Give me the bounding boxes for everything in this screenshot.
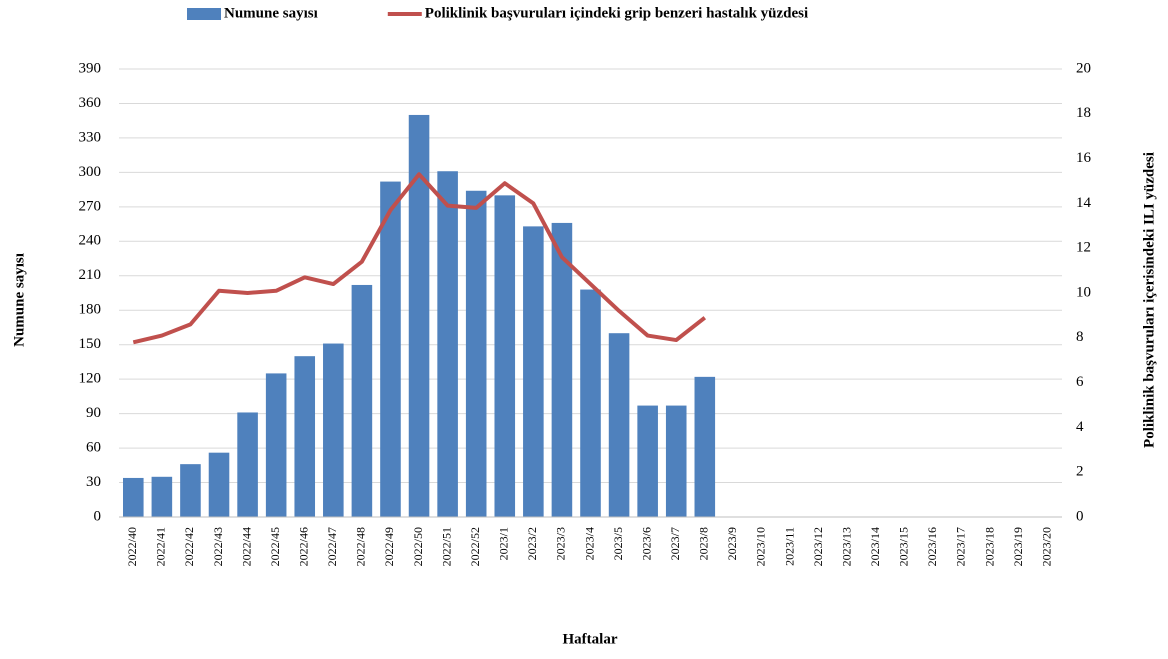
y-tick-label: 270 — [79, 198, 102, 214]
y2-tick-label: 20 — [1076, 60, 1091, 76]
x-tick-label: 2023/10 — [754, 527, 768, 566]
bar — [437, 171, 458, 517]
x-tick-label: 2023/6 — [639, 527, 653, 560]
bar — [180, 464, 201, 517]
bar — [294, 356, 316, 517]
x-tick-label: 2023/15 — [897, 527, 911, 566]
bar — [465, 190, 487, 517]
x-tick-label: 2022/52 — [468, 527, 482, 566]
x-tick-label: 2023/18 — [982, 527, 996, 566]
x-tick-label: 2023/16 — [925, 527, 939, 566]
x-tick-label: 2023/3 — [554, 527, 568, 560]
line — [132, 172, 707, 345]
bar — [123, 477, 144, 517]
x-tick-label: 2023/8 — [697, 527, 711, 560]
legend-label: Numune sayısı — [224, 5, 318, 21]
y-tick-label: 330 — [79, 129, 102, 145]
x-tick-label: 2022/46 — [296, 527, 310, 566]
y-tick-label: 120 — [79, 371, 102, 387]
x-tick-label: 2022/44 — [239, 527, 253, 566]
y-tick-label: 150 — [79, 336, 102, 352]
x-tick-label: 2022/47 — [325, 527, 339, 566]
x-tick-label: 2022/49 — [382, 527, 396, 566]
y-tick-label: 240 — [79, 233, 102, 249]
bar — [408, 114, 430, 517]
y2-tick-label: 6 — [1076, 374, 1084, 390]
y2-tick-label: 4 — [1076, 419, 1084, 435]
x-tick-label: 2022/43 — [211, 527, 225, 566]
x-tick-label: 2023/11 — [782, 527, 796, 566]
y-axis-title: Numune sayısı — [11, 253, 27, 347]
bar — [637, 405, 658, 517]
x-axis-title: Haftalar — [563, 631, 618, 647]
y-tick-label: 300 — [79, 164, 102, 180]
bar — [694, 376, 716, 517]
bar — [494, 195, 516, 517]
x-tick-label: 2023/4 — [582, 527, 596, 560]
y-tick-label: 0 — [94, 508, 102, 524]
y2-tick-label: 16 — [1076, 150, 1092, 166]
legend-swatch — [187, 8, 221, 20]
x-tick-label: 2022/41 — [154, 527, 168, 566]
y2-tick-label: 14 — [1076, 195, 1092, 211]
y-tick-label: 210 — [79, 267, 102, 283]
bar — [523, 226, 544, 517]
x-tick-label: 2022/48 — [354, 527, 368, 566]
legend-label: Poliklinik başvuruları içindeki grip ben… — [425, 5, 808, 21]
x-tick-label: 2023/7 — [668, 527, 682, 560]
bar — [265, 373, 287, 517]
x-tick-label: 2023/12 — [811, 527, 825, 566]
x-tick-label: 2023/19 — [1011, 527, 1025, 566]
x-tick-label: 2023/9 — [725, 527, 739, 560]
bar — [580, 289, 601, 517]
y2-tick-label: 12 — [1076, 240, 1091, 256]
y-tick-label: 30 — [86, 474, 101, 490]
bar — [323, 343, 344, 517]
y2-tick-label: 18 — [1076, 105, 1091, 121]
y-tick-label: 90 — [86, 405, 101, 421]
y2-tick-label: 8 — [1076, 329, 1084, 345]
bar — [208, 452, 230, 517]
bar — [608, 333, 630, 517]
x-tick-label: 2023/5 — [611, 527, 625, 560]
y2-tick-label: 10 — [1076, 284, 1091, 300]
y-tick-label: 360 — [79, 95, 102, 111]
y-tick-label: 60 — [86, 440, 101, 456]
x-tick-label: 2023/14 — [868, 527, 882, 566]
x-tick-label: 2023/2 — [525, 527, 539, 560]
x-tick-label: 2022/42 — [182, 527, 196, 566]
y2-tick-label: 0 — [1076, 508, 1084, 524]
y-tick-label: 180 — [79, 302, 102, 318]
x-tick-label: 2022/50 — [411, 527, 425, 566]
bar — [380, 181, 401, 518]
x-tick-label: 2023/1 — [497, 527, 511, 560]
y2-tick-label: 2 — [1076, 464, 1084, 480]
bar — [237, 412, 258, 517]
x-tick-label: 2023/17 — [954, 527, 968, 566]
x-tick-label: 2022/45 — [268, 527, 282, 566]
bar — [665, 405, 687, 517]
x-tick-label: 2023/13 — [839, 527, 853, 566]
y-tick-label: 390 — [79, 60, 102, 76]
x-tick-label: 2022/40 — [125, 527, 139, 566]
x-tick-label: 2022/51 — [439, 527, 453, 566]
bar — [551, 222, 573, 517]
y2-axis-title: Poliklinik başvuruları içerisindeki ILI … — [1141, 152, 1157, 448]
bar — [151, 476, 173, 517]
bar — [351, 284, 373, 517]
x-tick-label: 2023/20 — [1039, 527, 1053, 566]
